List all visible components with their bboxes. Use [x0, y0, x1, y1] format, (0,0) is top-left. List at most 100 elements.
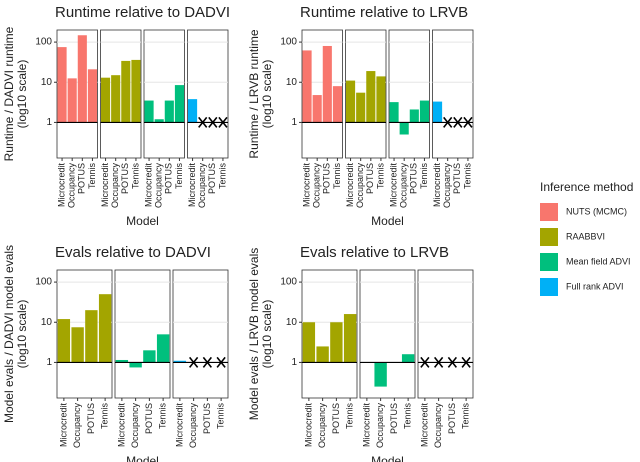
- bar: [374, 362, 387, 387]
- x-tick-label: Occupancy: [355, 163, 365, 209]
- y-axis-label: Runtime / LRVB runtime: [247, 29, 261, 158]
- x-tick-label: POTUS: [322, 163, 332, 194]
- x-tick-label: Tennis: [174, 163, 184, 190]
- y-tick-label: 100: [280, 37, 297, 48]
- bar: [57, 47, 67, 123]
- x-tick-label: Microcredit: [56, 163, 66, 208]
- x-tick-label: Tennis: [332, 163, 342, 190]
- bar: [419, 100, 429, 123]
- bar: [131, 59, 141, 123]
- y-tick-label: 10: [41, 317, 53, 328]
- x-tick-label: Tennis: [403, 403, 413, 430]
- legend-swatch: [540, 228, 558, 246]
- x-axis-label: Model: [126, 214, 159, 228]
- x-tick-label: Occupancy: [154, 163, 164, 209]
- bar: [401, 354, 415, 363]
- panel: [172, 269, 229, 399]
- bar: [399, 122, 409, 135]
- y-tick-label: 100: [280, 277, 297, 288]
- bar: [312, 95, 322, 123]
- bar: [71, 327, 84, 363]
- bar: [376, 76, 386, 123]
- chart-title: Runtime relative to DADVI: [55, 4, 230, 21]
- legend-swatch: [540, 203, 558, 221]
- legend-swatch: [540, 278, 558, 296]
- y-axis-label: Model evals / LRVB model evals: [247, 248, 261, 421]
- x-axis-label: Model: [371, 454, 404, 462]
- y-tick-label: 10: [286, 317, 298, 328]
- y-tick-label: 100: [35, 37, 52, 48]
- x-tick-label: Microcredit: [174, 403, 184, 448]
- bar: [111, 75, 121, 123]
- x-tick-label: Tennis: [130, 163, 140, 190]
- y-tick-label: 100: [35, 277, 52, 288]
- bar: [322, 45, 332, 123]
- x-tick-label: Tennis: [158, 403, 168, 430]
- bar: [164, 100, 174, 123]
- x-tick-label: POTUS: [409, 163, 419, 194]
- x-tick-label: Microcredit: [303, 403, 313, 448]
- x-tick-label: Microcredit: [187, 163, 197, 208]
- y-tick-label: 1: [291, 357, 297, 368]
- x-tick-label: Occupancy: [375, 403, 385, 449]
- bar: [188, 99, 198, 123]
- bar: [101, 77, 111, 123]
- bar: [330, 322, 343, 363]
- y-axis-label: (log10 scale): [260, 60, 274, 129]
- y-axis-label: (log10 scale): [15, 300, 29, 369]
- bar: [174, 85, 184, 123]
- x-tick-label: Occupancy: [399, 163, 409, 209]
- bar: [154, 119, 164, 123]
- x-tick-label: Occupancy: [433, 403, 443, 449]
- x-tick-label: POTUS: [365, 163, 375, 194]
- bar: [389, 102, 399, 123]
- legend-label: Mean field ADVI: [566, 256, 631, 266]
- panel: [432, 29, 474, 159]
- x-axis-label: Model: [371, 214, 404, 228]
- x-tick-label: Microcredit: [58, 403, 68, 448]
- bar: [409, 109, 419, 123]
- bar: [57, 319, 71, 363]
- x-tick-label: Occupancy: [130, 403, 140, 449]
- legend-label: Full rank ADVI: [566, 281, 624, 291]
- legend-label: RAABBVI: [566, 231, 605, 241]
- x-tick-label: Microcredit: [361, 403, 371, 448]
- y-tick-label: 10: [41, 77, 53, 88]
- bar: [87, 69, 97, 123]
- x-tick-label: Occupancy: [317, 403, 327, 449]
- x-tick-label: Occupancy: [72, 403, 82, 449]
- bar: [144, 100, 154, 123]
- x-axis-label: Model: [126, 454, 159, 462]
- x-tick-label: Tennis: [375, 163, 385, 190]
- x-tick-label: Tennis: [87, 163, 97, 190]
- legend-label: NUTS (MCMC): [566, 206, 627, 216]
- bar: [129, 362, 142, 368]
- x-tick-label: Microcredit: [345, 163, 355, 208]
- x-tick-label: Tennis: [462, 163, 472, 190]
- bar: [121, 60, 131, 123]
- bar: [316, 346, 329, 363]
- y-tick-label: 1: [46, 117, 52, 128]
- panel: [187, 29, 229, 159]
- x-tick-label: Occupancy: [312, 163, 322, 209]
- legend-title: Inference method: [540, 180, 633, 194]
- panel: [417, 269, 474, 399]
- bar: [85, 310, 98, 363]
- bar: [343, 314, 357, 363]
- x-tick-label: POTUS: [207, 163, 217, 194]
- x-tick-label: Microcredit: [432, 163, 442, 208]
- x-tick-label: POTUS: [389, 403, 399, 434]
- x-tick-label: Microcredit: [100, 163, 110, 208]
- x-tick-label: Tennis: [345, 403, 355, 430]
- y-tick-label: 1: [291, 117, 297, 128]
- x-tick-label: Microcredit: [388, 163, 398, 208]
- bar: [156, 334, 170, 363]
- bar: [302, 322, 316, 363]
- x-tick-label: Tennis: [419, 163, 429, 190]
- bar: [356, 92, 366, 123]
- x-tick-label: POTUS: [452, 163, 462, 194]
- bar: [67, 78, 77, 123]
- chart-title: Runtime relative to LRVB: [300, 4, 468, 21]
- panel: [114, 269, 171, 399]
